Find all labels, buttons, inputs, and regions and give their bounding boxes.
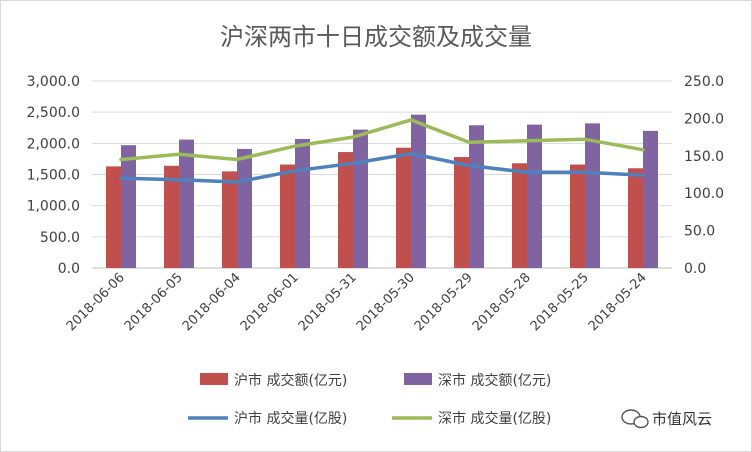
- bar-sz-amount: [469, 125, 484, 268]
- y-left-tick-label: 500.0: [40, 230, 80, 246]
- y-right-tick-label: 100.0: [684, 186, 724, 202]
- bar-sz-amount: [237, 148, 252, 268]
- y-right-tick-label: 200.0: [684, 111, 724, 127]
- line-sz-volume: [119, 118, 645, 162]
- y-right-tick-label: 150.0: [684, 149, 724, 165]
- bar-sz-amount: [527, 124, 542, 268]
- wechat-icon: [621, 409, 649, 429]
- bar-sh-amount: [628, 168, 643, 268]
- bar-sh-amount: [396, 147, 411, 268]
- left-axis: 0.0 500.0 1,000.0 1,500.0 2,000.0 2,500.0 3,00…: [27, 74, 80, 277]
- bar-sh-amount: [512, 163, 527, 268]
- line-sh-volume: [119, 151, 645, 184]
- bar-sz-amount: [179, 139, 194, 268]
- bar-sh-amount: [222, 171, 237, 268]
- y-left-tick-label: 2,000.0: [27, 136, 80, 152]
- bar-sz-amount: [353, 129, 368, 268]
- bar-sh-amount: [164, 165, 179, 268]
- legend-label: 沪市 成交量(亿股): [234, 410, 347, 427]
- bar-sh-amount: [280, 164, 295, 268]
- bar-sh-amount: [454, 157, 469, 268]
- y-left-tick-label: 2,500.0: [27, 105, 80, 121]
- legend-swatch-bar: [200, 373, 228, 385]
- bar-sh-amount: [338, 152, 353, 268]
- bar-sh-amount: [570, 164, 585, 268]
- legend-swatch-bar: [404, 373, 432, 385]
- legend-label: 深市 成交量(亿股): [438, 410, 551, 427]
- y-left-tick-label: 1,000.0: [27, 199, 80, 215]
- y-left-tick-label: 3,000.0: [27, 74, 80, 90]
- bar-sz-amount: [411, 114, 426, 268]
- wechat-icon-bubble-small: [633, 415, 649, 429]
- y-left-tick-label: 1,500.0: [27, 168, 80, 184]
- watermark-text: 市值风云: [652, 410, 712, 428]
- bar-sz-amount: [585, 123, 600, 269]
- y-right-tick-label: 0.0: [684, 261, 706, 277]
- y-left-tick-label: 0.0: [58, 261, 80, 277]
- bar-sz-amount: [121, 145, 136, 268]
- right-axis: 0.0 50.0 100.0 150.0 200.0 250.0: [684, 74, 724, 277]
- bar-sz-amount: [295, 138, 310, 268]
- y-right-tick-label: 50.0: [684, 224, 715, 240]
- y-right-tick-label: 250.0: [684, 74, 724, 90]
- bar-sz-amount: [643, 130, 658, 268]
- legend-label: 沪市 成交额(亿元): [234, 372, 347, 389]
- legend-label: 深市 成交额(亿元): [438, 372, 551, 389]
- bars: [106, 114, 658, 269]
- bar-sh-amount: [106, 166, 121, 268]
- watermark: 市值风云: [621, 409, 712, 429]
- chart-title: 沪深两市十日成交额及成交量: [220, 23, 532, 51]
- lines: [119, 118, 645, 184]
- legend: 沪市 成交额(亿元) 深市 成交额(亿元) 沪市 成交量(亿股) 深市 成交量(亿股): [188, 372, 551, 427]
